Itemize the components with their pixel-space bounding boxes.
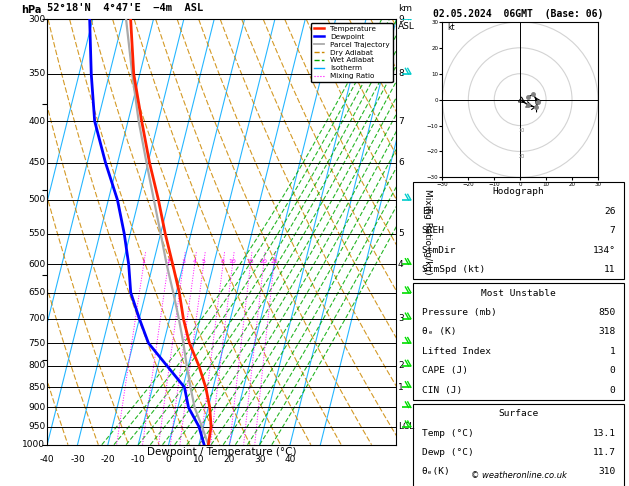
Text: 850: 850 — [28, 383, 45, 392]
Text: CIN (J): CIN (J) — [421, 386, 462, 395]
Text: 15: 15 — [247, 259, 254, 264]
Text: hPa: hPa — [21, 5, 42, 15]
Text: -20: -20 — [101, 455, 115, 464]
Text: 40: 40 — [284, 455, 296, 464]
Text: 5: 5 — [202, 259, 206, 264]
Text: 52°18'N  4°47'E  −4m  ASL: 52°18'N 4°47'E −4m ASL — [47, 3, 203, 13]
Text: 1000: 1000 — [23, 440, 45, 449]
Text: 7: 7 — [398, 117, 404, 125]
Text: 318: 318 — [598, 328, 616, 336]
Text: θₑ (K): θₑ (K) — [421, 328, 456, 336]
Text: StmDir: StmDir — [421, 246, 456, 255]
Text: 5: 5 — [398, 229, 404, 238]
Text: StmSpd (kt): StmSpd (kt) — [421, 265, 485, 274]
Text: 10: 10 — [229, 259, 237, 264]
Text: 7: 7 — [610, 226, 616, 235]
Text: 10: 10 — [518, 128, 525, 133]
Text: Pressure (mb): Pressure (mb) — [421, 308, 496, 317]
Text: LCL: LCL — [398, 422, 415, 431]
Text: 1: 1 — [610, 347, 616, 356]
Text: 750: 750 — [28, 339, 45, 347]
Text: 4: 4 — [192, 259, 197, 264]
Text: 13.1: 13.1 — [593, 429, 616, 437]
Text: 0: 0 — [610, 386, 616, 395]
Text: 2: 2 — [398, 362, 404, 370]
Text: 950: 950 — [28, 422, 45, 431]
Text: 0: 0 — [610, 366, 616, 375]
Bar — [413, 283, 624, 400]
Text: 134°: 134° — [593, 246, 616, 255]
Text: kt: kt — [448, 23, 455, 32]
Text: 26: 26 — [604, 207, 616, 216]
Text: θₑ(K): θₑ(K) — [421, 468, 450, 476]
Text: 11: 11 — [604, 265, 616, 274]
Text: 3: 3 — [182, 259, 186, 264]
Text: SREH: SREH — [421, 226, 445, 235]
Text: 6: 6 — [398, 158, 404, 167]
Text: 600: 600 — [28, 260, 45, 269]
Text: 2: 2 — [166, 259, 170, 264]
Text: 3: 3 — [398, 314, 404, 323]
Text: 8: 8 — [398, 69, 404, 78]
Text: 1: 1 — [398, 383, 404, 392]
Text: 20: 20 — [518, 154, 525, 159]
Text: 30: 30 — [254, 455, 265, 464]
Text: 350: 350 — [28, 69, 45, 78]
Text: 20: 20 — [260, 259, 267, 264]
Text: 9: 9 — [398, 15, 404, 24]
Legend: Temperature, Dewpoint, Parcel Trajectory, Dry Adiabat, Wet Adiabat, Isotherm, Mi: Temperature, Dewpoint, Parcel Trajectory… — [311, 23, 392, 82]
Text: 11.7: 11.7 — [593, 448, 616, 457]
Text: Mixing Ratio (g/kg): Mixing Ratio (g/kg) — [423, 189, 432, 275]
Text: Lifted Index: Lifted Index — [421, 347, 491, 356]
Text: CAPE (J): CAPE (J) — [421, 366, 468, 375]
Text: Temp (°C): Temp (°C) — [421, 429, 474, 437]
Text: km: km — [398, 4, 412, 13]
Text: 900: 900 — [28, 403, 45, 412]
Text: 550: 550 — [28, 229, 45, 238]
Text: ASL: ASL — [398, 21, 415, 31]
Text: 800: 800 — [28, 362, 45, 370]
Text: EH: EH — [421, 207, 433, 216]
Text: 650: 650 — [28, 288, 45, 297]
Text: -10: -10 — [131, 455, 146, 464]
Text: 4: 4 — [398, 260, 404, 269]
Text: 20: 20 — [224, 455, 235, 464]
Text: 0: 0 — [165, 455, 172, 464]
Text: 400: 400 — [28, 117, 45, 125]
Text: Hodograph: Hodograph — [493, 188, 545, 196]
Text: 10: 10 — [193, 455, 204, 464]
X-axis label: Dewpoint / Temperature (°C): Dewpoint / Temperature (°C) — [147, 448, 296, 457]
Text: 450: 450 — [28, 158, 45, 167]
Text: -30: -30 — [70, 455, 85, 464]
Text: 310: 310 — [598, 468, 616, 476]
Text: 500: 500 — [28, 195, 45, 205]
Text: 8: 8 — [221, 259, 225, 264]
Text: 25: 25 — [270, 259, 278, 264]
Text: -40: -40 — [40, 455, 55, 464]
Text: Surface: Surface — [499, 409, 538, 418]
Text: 850: 850 — [598, 308, 616, 317]
Text: © weatheronline.co.uk: © weatheronline.co.uk — [470, 471, 567, 480]
Bar — [413, 404, 624, 486]
Text: 02.05.2024  06GMT  (Base: 06): 02.05.2024 06GMT (Base: 06) — [433, 9, 604, 19]
Text: 300: 300 — [28, 15, 45, 24]
Text: Dewp (°C): Dewp (°C) — [421, 448, 474, 457]
Bar — [413, 182, 624, 279]
Text: 700: 700 — [28, 314, 45, 323]
Text: 1: 1 — [142, 259, 146, 264]
Text: Most Unstable: Most Unstable — [481, 289, 556, 297]
